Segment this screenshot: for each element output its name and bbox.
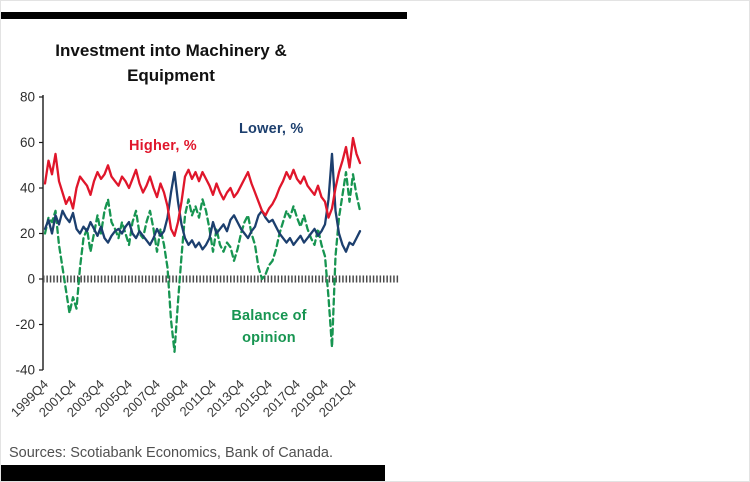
series-line-balance-of-opinion — [43, 170, 362, 353]
series-line-higher — [43, 136, 362, 237]
plot-svg: 806040200-20-401999Q42001Q42003Q42005Q42… — [8, 90, 399, 420]
y-tick-label: 20 — [20, 226, 35, 241]
series-label-higher: Higher, % — [129, 138, 197, 154]
series-label-balance-of-opinion: Balance of opinion — [231, 308, 307, 346]
y-tick-label: 60 — [20, 135, 35, 150]
bottom-rule — [1, 465, 385, 481]
y-tick-label: 0 — [27, 272, 35, 287]
source-note: Sources: Scotiabank Economics, Bank of C… — [9, 445, 334, 461]
y-tick-label: 80 — [20, 90, 35, 105]
plot-area: 80 60 40 20 0 -20 -40 1999Q4 2001Q4 2003Q4 2005Q4 2… — [1, 87, 407, 439]
y-tick-label: -20 — [15, 317, 35, 332]
top-rule — [1, 12, 407, 19]
series-line-lower — [43, 152, 362, 253]
y-tick-label: -40 — [15, 363, 35, 378]
series-label-lower: Lower, % — [239, 121, 304, 137]
chart-title: Investment into Machinery & Equipment — [55, 41, 287, 85]
y-tick-label: 40 — [20, 181, 35, 196]
